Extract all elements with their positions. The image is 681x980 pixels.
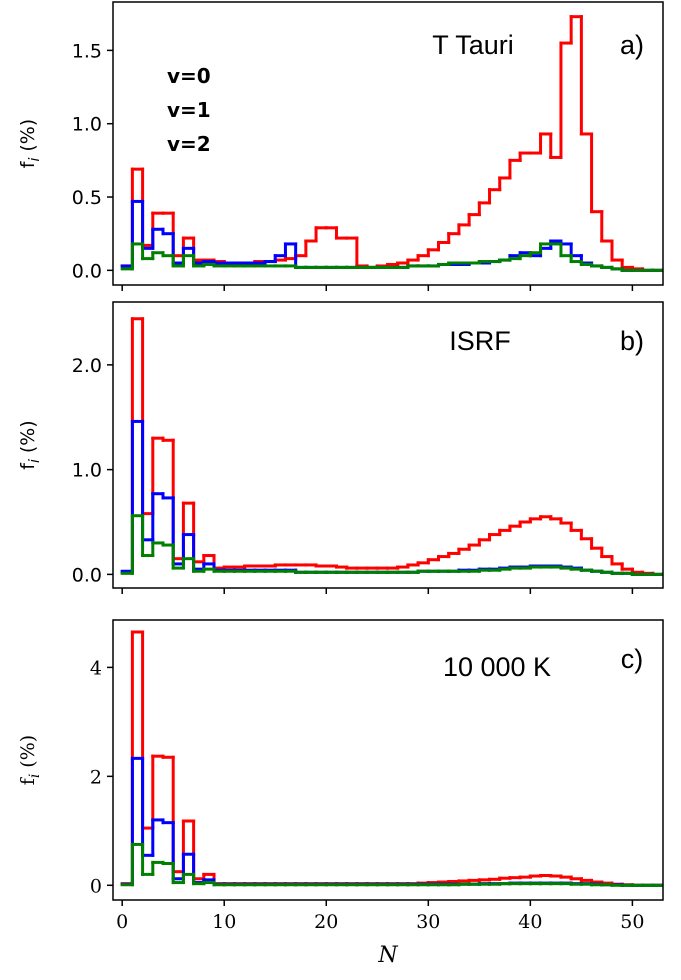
step-series [120, 317, 663, 576]
y-tick-label: 4 [90, 657, 102, 679]
y-tick-label: 1.0 [72, 460, 102, 482]
y-label-subscript: i [27, 158, 43, 162]
y-label-unit: (%) [17, 119, 39, 152]
x-tick-label: 10 [212, 911, 236, 933]
step-series [120, 514, 663, 576]
step-series [120, 630, 663, 887]
axes-frame [112, 1, 664, 286]
y-label-unit: (%) [17, 420, 39, 453]
y-tick-label: 2.0 [72, 355, 102, 377]
y-tick-label: 1.0 [72, 114, 102, 136]
x-axis-label: N [377, 943, 398, 968]
x-tick-label: 40 [518, 911, 542, 933]
panel-title: ISRF [449, 326, 511, 356]
y-label-unit: (%) [17, 735, 39, 768]
y-tick-label: 2 [90, 766, 102, 788]
x-tick-label: 30 [416, 911, 440, 933]
y-tick-label: 0.0 [72, 260, 102, 282]
y-tick-label: 0.0 [72, 564, 102, 586]
y-label-base: f [17, 462, 39, 470]
y-tick-label: 0.5 [72, 187, 102, 209]
axes-frame [112, 301, 664, 589]
panel-title: 10 000 K [443, 652, 551, 682]
series-group [120, 15, 663, 272]
x-tick-label: 50 [620, 911, 644, 933]
legend-entry: v=0 [167, 64, 211, 88]
panel-title: T Tauri [432, 30, 514, 60]
y-axis-label: fi (%) [17, 420, 43, 469]
panel-label: a) [620, 30, 644, 60]
y-axis-label: fi (%) [17, 735, 43, 785]
y-label-subscript: i [27, 774, 43, 778]
legend-entry: v=1 [167, 98, 211, 122]
y-label-subscript: i [27, 459, 43, 463]
y-tick-label: 1.5 [72, 40, 102, 62]
panel-label: c) [621, 644, 644, 674]
x-tick-label: 0 [116, 911, 128, 933]
step-series [120, 842, 663, 887]
panel: 0.0 1.0 2.0 ISRF b) fi (%) [17, 301, 664, 594]
legend-entry: v=2 [167, 132, 211, 156]
panel-label: b) [620, 326, 644, 356]
x-tick-label: 20 [314, 911, 338, 933]
step-series [120, 756, 663, 887]
series-group [120, 317, 663, 576]
y-tick-label: 0 [90, 875, 102, 897]
y-axis-label: fi (%) [17, 119, 43, 168]
panel: 0.0 0.5 1.0 1.5 T Tauri a) fi (%) v=0 v=1 v=2 [17, 1, 664, 291]
y-label-base: f [17, 776, 39, 785]
step-series [120, 419, 663, 576]
series-group [120, 630, 663, 887]
y-label-base: f [17, 160, 39, 168]
axes-frame [112, 619, 664, 901]
step-series [120, 242, 663, 272]
